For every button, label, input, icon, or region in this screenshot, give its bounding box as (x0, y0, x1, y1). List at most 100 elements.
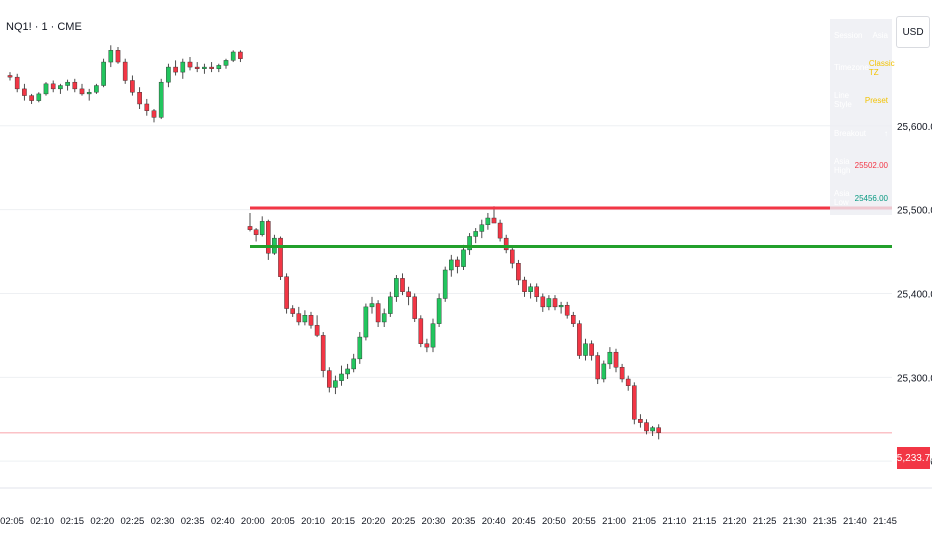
candle (216, 63, 222, 73)
candle (528, 283, 533, 299)
candle (473, 228, 479, 244)
candle (558, 301, 564, 314)
candle (327, 367, 332, 393)
candle (375, 300, 381, 328)
info-label: Timezone (834, 63, 869, 73)
x-tick-label: 20:40 (482, 516, 506, 527)
info-value: ↑ (884, 128, 888, 138)
candle (583, 338, 588, 361)
candle (418, 315, 424, 348)
candle-body (101, 61, 106, 86)
x-tick-label: 02:40 (211, 516, 235, 527)
candle-body (130, 80, 135, 93)
candle (522, 276, 527, 297)
candle-body (656, 427, 661, 433)
candle-body (339, 373, 344, 381)
candle (442, 266, 448, 302)
candle (314, 315, 320, 338)
candle-body (333, 380, 338, 388)
candle-body (644, 422, 649, 432)
candle-body (552, 298, 558, 308)
candle (571, 311, 576, 328)
candle (101, 58, 106, 88)
candle (259, 216, 265, 237)
candle-body (29, 95, 34, 101)
candle (461, 244, 466, 270)
candle (50, 80, 56, 93)
candle (166, 63, 171, 88)
candle-body (7, 75, 13, 78)
candle (503, 234, 509, 254)
candle-body (406, 291, 411, 298)
x-tick-label: 02:15 (60, 516, 84, 527)
candle-body (187, 61, 193, 68)
candle-body (388, 296, 393, 314)
candle-body (583, 343, 588, 356)
candle (266, 219, 271, 260)
candle (607, 347, 613, 369)
candle-body (94, 85, 99, 93)
candle-body (424, 343, 430, 348)
candle (595, 352, 600, 385)
symbol-title[interactable]: NQ1! · 1 · CME (6, 21, 82, 33)
x-tick-label: 21:00 (602, 516, 626, 527)
candle (400, 273, 405, 296)
candle (369, 296, 375, 314)
candle-body (302, 315, 308, 323)
candle-body (528, 286, 533, 292)
candle (638, 414, 643, 428)
candle-body (43, 83, 49, 95)
info-label: Asia Low (834, 189, 850, 208)
candle-body (363, 306, 369, 338)
candle (72, 78, 78, 93)
candle (278, 236, 283, 281)
candle (516, 259, 521, 286)
candle (94, 83, 99, 94)
candle (296, 306, 302, 326)
candle (308, 311, 314, 329)
candle (238, 50, 243, 63)
candle-body (461, 249, 466, 267)
candle-body (151, 110, 157, 118)
candle-body (50, 83, 56, 90)
candle (122, 58, 128, 84)
candle (22, 83, 27, 101)
candle-body (412, 296, 418, 319)
x-tick-label: 21:30 (783, 516, 807, 527)
currency-button[interactable]: USD (896, 16, 930, 48)
candle-body (259, 221, 265, 235)
candle-body (72, 81, 78, 90)
candle-body (394, 278, 399, 298)
candle-body (442, 269, 448, 299)
candle (394, 275, 399, 302)
candle (381, 308, 387, 328)
candle (564, 301, 570, 319)
candle (173, 60, 178, 76)
candle (272, 234, 277, 255)
candle-body (290, 308, 296, 314)
candle (632, 382, 637, 425)
candle-body (571, 315, 576, 324)
candle-body (86, 92, 92, 95)
info-label: Breakout (834, 128, 867, 138)
candle-body (625, 378, 631, 386)
candle-body (253, 229, 259, 235)
info-label: Asia High (834, 156, 851, 175)
candle (333, 375, 338, 395)
info-label: Session (834, 30, 863, 40)
candle-body (369, 303, 375, 308)
candle-body (122, 61, 128, 81)
candle (449, 254, 454, 277)
candle-body (375, 303, 381, 323)
x-tick-label: 02:30 (151, 516, 175, 527)
candle (412, 293, 418, 322)
info-value: Preset (864, 95, 888, 105)
x-tick-label: 21:35 (813, 516, 837, 527)
x-tick-label: 21:05 (632, 516, 656, 527)
candle-body (296, 313, 302, 323)
candle-body (589, 343, 594, 356)
candle (36, 92, 42, 103)
candle (223, 58, 229, 69)
candle-body (65, 81, 70, 86)
